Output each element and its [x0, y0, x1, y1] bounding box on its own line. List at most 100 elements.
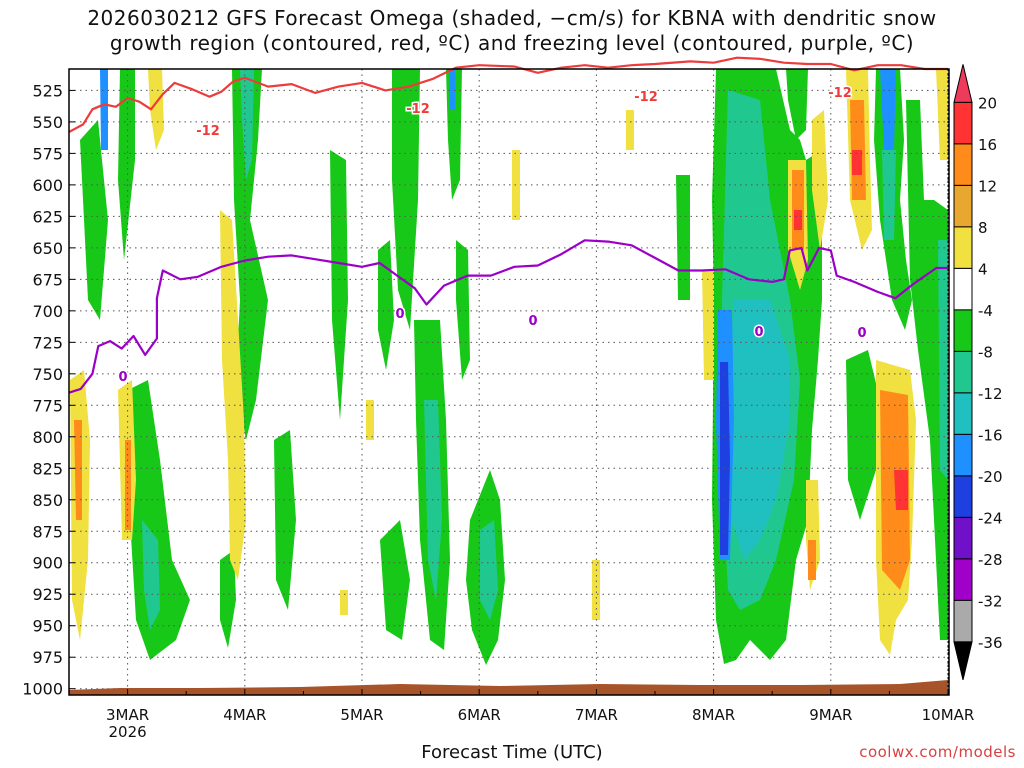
- omega-region: [340, 590, 348, 615]
- omega-region: [938, 240, 948, 480]
- colorbar-swatch: [953, 184, 973, 228]
- y-tick-label: 750: [32, 365, 63, 384]
- colorbar-swatch: [953, 433, 973, 477]
- omega-shading: [70, 69, 948, 665]
- omega-region: [702, 270, 714, 380]
- plot-frame: [68, 68, 950, 696]
- colorbar-swatch: [953, 350, 973, 394]
- colorbar-swatch: [953, 392, 973, 435]
- omega-region: [220, 550, 236, 648]
- omega-region: [392, 69, 420, 330]
- omega-region: [366, 400, 374, 440]
- y-tick-label: 975: [32, 648, 63, 667]
- colorbar-label: -28: [978, 551, 1003, 569]
- colorbar-swatch: [953, 558, 973, 601]
- omega-region: [80, 120, 108, 320]
- y-tick-label: 900: [32, 554, 63, 573]
- colorbar-label: -8: [978, 343, 993, 361]
- colorbar-swatch: [953, 516, 973, 560]
- colorbar-label: -36: [978, 634, 1003, 652]
- omega-region: [274, 430, 296, 610]
- omega-region: [592, 560, 600, 620]
- colorbar-swatch: [953, 267, 973, 311]
- omega-region: [728, 300, 790, 560]
- colorbar-bottom-arrow: [953, 641, 973, 681]
- y-tick-label: 725: [32, 333, 63, 352]
- omega-region: [125, 440, 131, 530]
- colorbar-label: -24: [978, 509, 1003, 527]
- omega-region: [894, 470, 908, 510]
- omega-region: [882, 150, 896, 240]
- colorbar-swatch: [953, 475, 973, 518]
- y-tick-label: 600: [32, 176, 63, 195]
- y-tick-label: 700: [32, 302, 63, 321]
- colorbar: 20 16 12 8 4 -4 -8 -12 -16 -20 -24 -28 -32 -36: [953, 64, 1003, 681]
- y-tick-label: 650: [32, 239, 63, 258]
- x-tick-label: 6MAR: [458, 706, 501, 724]
- omega-region: [480, 520, 498, 620]
- y-tick-label: 550: [32, 113, 63, 132]
- omega-region: [148, 69, 164, 150]
- omega-region: [100, 69, 108, 150]
- contour-label: 0: [528, 314, 537, 329]
- omega-region: [378, 240, 394, 370]
- omega-region: [880, 69, 896, 150]
- contour-label: -12: [634, 90, 658, 105]
- x-tick-label: 8MAR: [692, 706, 735, 724]
- contour-label: 0: [857, 326, 866, 341]
- y-tick-label: 825: [32, 459, 63, 478]
- omega-region: [330, 150, 348, 420]
- omega-region: [676, 175, 690, 300]
- omega-region: [128, 380, 190, 660]
- colorbar-top-arrow: [953, 64, 973, 103]
- contour-label: -12: [828, 86, 852, 101]
- contour-lines: -12 -12 -12 -12 0 0 0 0 0: [68, 56, 948, 394]
- x-tick-label: 3MAR: [106, 706, 149, 724]
- y-tick-label: 800: [32, 428, 63, 447]
- omega-region: [449, 69, 455, 110]
- x-tick-label: 4MAR: [223, 706, 266, 724]
- omega-region: [220, 210, 246, 580]
- omega-region: [232, 69, 268, 440]
- omega-region: [720, 362, 730, 555]
- omega-region: [74, 420, 82, 520]
- omega-region: [846, 350, 880, 520]
- omega-region: [794, 210, 802, 230]
- colorbar-label: 16: [978, 136, 997, 154]
- colorbar-label: -4: [978, 302, 993, 320]
- omega-region: [786, 69, 808, 140]
- colorbar-label: 20: [978, 94, 997, 112]
- colorbar-label: 12: [978, 177, 997, 195]
- colorbar-swatch: [953, 599, 973, 643]
- colorbar-label: 8: [978, 219, 988, 237]
- y-tick-label: 1000: [22, 680, 63, 699]
- omega-region: [812, 110, 828, 250]
- colorbar-swatch: [953, 143, 973, 186]
- colorbar-label: -32: [978, 592, 1003, 610]
- colorbar-swatch: [953, 226, 973, 269]
- x-tick-label: 10MAR: [922, 706, 975, 724]
- chart-title-line-2: growth region (contoured, red, ºC) and f…: [109, 31, 915, 55]
- omega-region: [626, 110, 634, 150]
- x-axis-title: Forecast Time (UTC): [421, 742, 603, 763]
- x-tick-sublabel: 2026: [109, 723, 147, 741]
- x-tick-label: 7MAR: [575, 706, 618, 724]
- colorbar-swatch: [953, 309, 973, 352]
- contour-label: 0: [754, 325, 763, 340]
- contour-label: -12: [196, 124, 220, 139]
- y-tick-label: 575: [32, 144, 63, 163]
- freezing-level-contour: [68, 239, 948, 394]
- y-tick-label: 675: [32, 270, 63, 289]
- omega-region: [852, 150, 862, 175]
- omega-region: [906, 100, 948, 640]
- y-tick-label: 625: [32, 207, 63, 226]
- credit-link[interactable]: coolwx.com/models: [859, 743, 1016, 761]
- omega-region: [808, 540, 816, 580]
- contour-label: -12: [406, 102, 430, 117]
- omega-region: [240, 69, 254, 180]
- y-tick-label: 775: [32, 396, 63, 415]
- colorbar-label: -12: [978, 385, 1003, 403]
- dendritic-minus12-contour: [68, 56, 948, 133]
- y-tick-label: 850: [32, 491, 63, 510]
